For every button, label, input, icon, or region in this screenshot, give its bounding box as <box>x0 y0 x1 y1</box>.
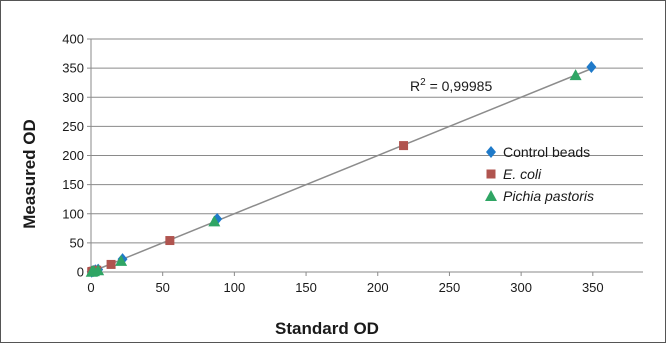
point-2-4 <box>115 254 128 266</box>
trendline <box>90 67 594 273</box>
grid-lines <box>91 38 643 244</box>
r-squared-annotation: R2 = 0,99985 <box>410 77 492 94</box>
legend: Control beads E. coli Pichia pastoris <box>485 144 594 204</box>
y-tick-label-50: 50 <box>70 235 84 250</box>
y-tick-label-250: 250 <box>62 119 84 134</box>
x-tick-label-250: 250 <box>439 280 461 295</box>
x-tick-label-300: 300 <box>510 280 532 295</box>
r-squared-superscript: 2 <box>420 77 426 88</box>
legend-marker-2 <box>485 190 497 201</box>
r-squared-prefix: R <box>410 78 420 94</box>
x-tick-label-200: 200 <box>367 280 389 295</box>
axes <box>87 38 643 276</box>
y-tick-label-100: 100 <box>62 206 84 221</box>
legend-marker-0 <box>486 146 496 158</box>
series-2 <box>85 69 582 277</box>
legend-marker-1 <box>486 169 496 179</box>
legend-label-0: Control beads <box>503 144 590 160</box>
data-markers <box>85 60 597 278</box>
point-2-3 <box>92 264 105 276</box>
plot-area: 0 50 100 150 200 250 300 350 0 50 100 150 200 250 300… <box>62 32 643 295</box>
legend-label-2: Pichia pastoris <box>503 188 594 204</box>
point-0-6 <box>586 60 597 73</box>
y-tick-label-150: 150 <box>62 177 84 192</box>
x-tick-label-50: 50 <box>155 280 169 295</box>
x-tick-label-350: 350 <box>582 280 604 295</box>
x-tick-label-0: 0 <box>87 280 94 295</box>
point-1-5 <box>165 236 175 246</box>
y-axis-title: Measured OD <box>20 119 39 229</box>
point-1-6 <box>399 141 409 151</box>
legend-label-1: E. coli <box>503 166 542 182</box>
point-1-4 <box>106 259 116 269</box>
y-tick-label-0: 0 <box>77 265 84 280</box>
y-tick-label-400: 400 <box>62 32 84 47</box>
x-tick-labels: 0 50 100 150 200 250 300 350 <box>87 280 603 295</box>
y-tick-label-200: 200 <box>62 148 84 163</box>
y-tick-label-300: 300 <box>62 90 84 105</box>
r-squared-value: = 0,99985 <box>426 78 493 94</box>
x-axis-title: Standard OD <box>275 319 379 338</box>
point-2-6 <box>569 69 582 81</box>
y-tick-label-350: 350 <box>62 61 84 76</box>
x-tick-label-100: 100 <box>224 280 246 295</box>
x-tick-label-150: 150 <box>295 280 317 295</box>
point-2-5 <box>208 215 221 227</box>
y-tick-labels: 0 50 100 150 200 250 300 350 400 <box>62 32 84 280</box>
